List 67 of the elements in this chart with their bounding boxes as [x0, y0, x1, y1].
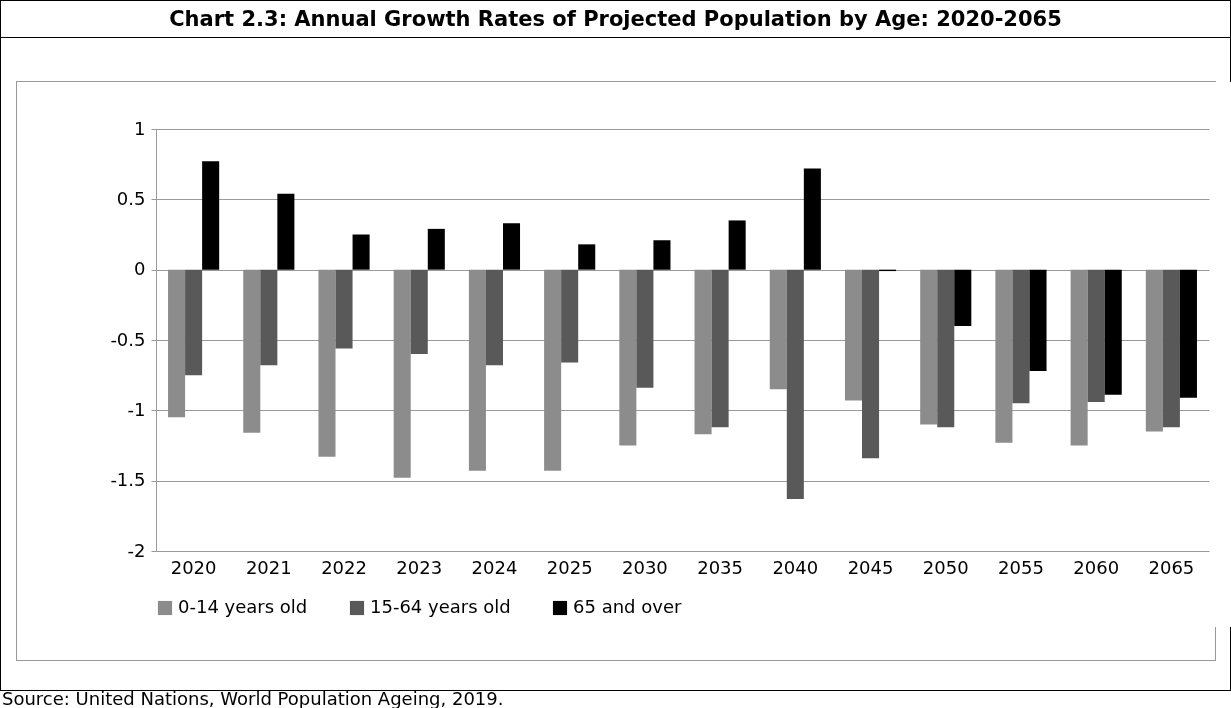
y-tick-label: 0: [134, 258, 146, 280]
bar: [786, 269, 804, 499]
bar: [318, 269, 336, 457]
bar: [544, 269, 562, 471]
x-tick-label: 2045: [847, 556, 894, 578]
bar: [636, 269, 654, 388]
y-tick-label: -1.5: [110, 469, 146, 491]
bar: [352, 234, 370, 270]
y-tick-label: 0.5: [116, 187, 146, 209]
x-tick-label: 2023: [396, 556, 443, 578]
y-tick-label: 1: [134, 117, 146, 139]
y-tick-label: -1: [127, 398, 146, 420]
x-tick-label: 2065: [1148, 556, 1195, 578]
x-tick-label: 2030: [621, 556, 668, 578]
bar: [1145, 269, 1163, 432]
x-tick-label: 2060: [1073, 556, 1120, 578]
bar: [1179, 269, 1197, 398]
bar: [410, 269, 428, 355]
bar: [711, 269, 729, 428]
bar: [277, 193, 295, 270]
bar: [728, 220, 746, 270]
legend-label: 15-64 years old: [370, 596, 511, 617]
y-tick-label: -2: [127, 539, 146, 561]
bar: [844, 269, 863, 401]
x-tick-label: 2050: [922, 556, 969, 578]
chart-title: Chart 2.3: Annual Growth Rates of Projected Population by Age: 2020-2065: [1, 1, 1230, 38]
bar: [653, 240, 671, 270]
bar: [578, 244, 596, 270]
bar: [1070, 269, 1088, 446]
bar: [335, 269, 353, 349]
bar: [427, 228, 445, 270]
bar: [485, 269, 503, 366]
bar: [769, 269, 787, 390]
bar: [468, 269, 486, 471]
bar: [243, 269, 261, 433]
bar: [995, 269, 1013, 443]
x-tick-label: 2024: [471, 556, 518, 578]
bar: [1162, 269, 1180, 428]
bar: [1029, 269, 1047, 371]
bar: [619, 269, 637, 446]
bar: [185, 269, 203, 376]
bar: [862, 269, 880, 459]
legend-label: 0-14 years old: [178, 596, 308, 617]
bar: [561, 269, 579, 363]
x-tick-label: 2055: [998, 556, 1044, 578]
bar: [694, 269, 712, 435]
bar: [803, 168, 821, 270]
x-tick-label: 2025: [546, 556, 593, 578]
x-tick-label: 2035: [697, 556, 744, 578]
source-note: Source: United Nations, World Population Ageing, 2019.: [2, 688, 504, 708]
x-tick-label: 2040: [772, 556, 819, 578]
bar: [1087, 269, 1105, 402]
bar: [502, 223, 521, 270]
bar: [1104, 269, 1122, 395]
x-tick-label: 2020: [170, 556, 217, 578]
bar: [1012, 269, 1030, 404]
y-tick-label: -0.5: [110, 328, 146, 350]
bar: [937, 269, 955, 428]
bar: [393, 269, 411, 478]
legend-label: 65 and over: [573, 596, 682, 617]
bar: [260, 269, 278, 366]
x-tick-label: 2021: [245, 556, 292, 578]
bar: [202, 161, 220, 270]
bar: [920, 269, 938, 425]
bar: [954, 269, 972, 326]
bar: [168, 269, 186, 418]
x-tick-label: 2022: [321, 556, 367, 578]
